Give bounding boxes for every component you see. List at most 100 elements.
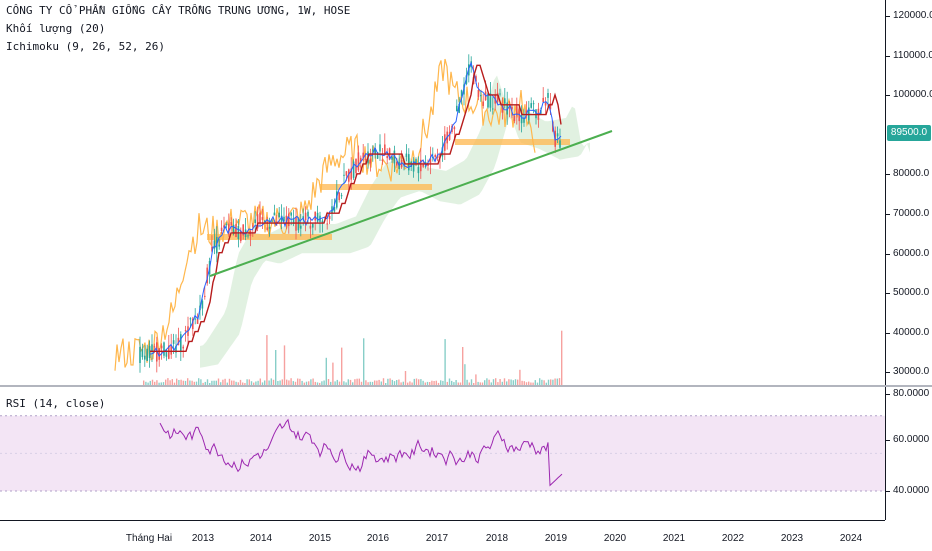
candle-body xyxy=(225,223,228,225)
volume-bar xyxy=(352,382,354,385)
price-chart-pane[interactable]: CÔNG TY CỔ PHẦN GIỐNG CÂY TRỒNG TRUNG ƯƠ… xyxy=(0,0,885,385)
candle-body xyxy=(302,216,304,219)
volume-bar xyxy=(226,382,228,385)
volume-bar xyxy=(528,381,530,385)
volume-bar xyxy=(283,345,286,385)
volume-bar xyxy=(534,380,536,385)
volume-bar xyxy=(543,380,545,385)
candle-body xyxy=(220,227,223,231)
candle-body xyxy=(408,154,410,171)
price-scale[interactable]: 120000.0 110000.0 100000.0 89500.0 80000… xyxy=(885,0,932,385)
volume-bar xyxy=(272,379,275,385)
pane-divider[interactable] xyxy=(0,385,932,387)
volume-bar xyxy=(279,380,281,385)
volume-bar xyxy=(275,350,277,385)
volume-bar xyxy=(431,380,433,385)
volume-bar xyxy=(246,379,248,385)
candle-body xyxy=(240,230,242,242)
volume-bar xyxy=(235,381,237,385)
volume-bar xyxy=(147,382,149,385)
price-chart-canvas[interactable] xyxy=(0,0,885,385)
candle-body xyxy=(501,105,504,113)
time-label: 2023 xyxy=(780,533,804,544)
candle-body xyxy=(218,244,220,247)
time-label: 2015 xyxy=(308,533,332,544)
volume-bar xyxy=(503,378,506,385)
volume-bar xyxy=(325,357,327,385)
candle-body xyxy=(381,159,384,161)
volume-bar xyxy=(305,381,308,385)
candle-body xyxy=(196,318,199,324)
candle-body xyxy=(417,167,420,174)
candle-body xyxy=(165,349,168,357)
volume-bar xyxy=(413,378,415,385)
candle-body xyxy=(184,330,187,332)
candle-body xyxy=(144,355,146,360)
candle-body xyxy=(458,103,460,113)
volume-bar xyxy=(374,380,376,385)
candle-body xyxy=(316,212,319,222)
rsi-scale[interactable]: 80.0000 60.0000 40.0000 xyxy=(885,387,932,520)
volume-bar xyxy=(541,379,543,385)
volume-bar xyxy=(165,379,167,385)
candle-body xyxy=(556,133,559,137)
volume-bar xyxy=(393,381,396,385)
rsi-legend[interactable]: RSI (14, close) xyxy=(6,397,106,410)
candle-body xyxy=(201,300,204,309)
candle-body xyxy=(357,152,360,171)
candle-body xyxy=(283,216,285,222)
volume-bar xyxy=(508,379,510,385)
volume-bar xyxy=(363,338,365,385)
volume-bar xyxy=(525,382,528,385)
candle-body xyxy=(213,240,216,249)
candle-body xyxy=(441,147,444,157)
candle-body xyxy=(285,215,288,223)
candle-body xyxy=(170,345,172,355)
price-tick: 50000.0 xyxy=(885,287,930,298)
rsi-pane[interactable]: RSI (14, close) xyxy=(0,387,885,520)
volume-bar xyxy=(550,379,552,385)
candle-body xyxy=(297,218,300,231)
candle-body xyxy=(151,344,153,352)
symbol-legend[interactable]: CÔNG TY CỔ PHẦN GIỐNG CÂY TRỒNG TRUNG ƯƠ… xyxy=(6,4,351,17)
volume-bar xyxy=(506,381,508,385)
volume-bar xyxy=(160,382,162,385)
candle-body xyxy=(189,318,192,320)
volume-bar xyxy=(184,380,187,385)
volume-bar xyxy=(215,380,217,385)
volume-bar xyxy=(169,380,171,385)
candle-body xyxy=(292,218,295,224)
volume-bar xyxy=(178,380,180,385)
time-axis[interactable]: Tháng Hai 2013 2014 2015 2016 2017 2018 … xyxy=(0,520,885,551)
support-zone xyxy=(455,139,570,145)
volume-bar xyxy=(396,380,398,385)
rsi-canvas[interactable] xyxy=(0,387,885,520)
volume-bar xyxy=(429,382,431,385)
volume-legend[interactable]: Khối lượng (20) xyxy=(6,22,106,35)
volume-bar xyxy=(556,378,558,385)
volume-bar xyxy=(290,378,292,385)
volume-bar xyxy=(220,382,222,385)
volume-bar xyxy=(369,381,371,385)
candle-body xyxy=(148,346,151,358)
volume-bar xyxy=(189,380,191,385)
candle-body xyxy=(348,169,350,182)
candle-body xyxy=(487,93,489,108)
volume-bar xyxy=(358,378,360,385)
candle-body xyxy=(300,225,302,229)
volume-bar xyxy=(303,382,305,385)
volume-bar xyxy=(143,380,145,385)
candle-body xyxy=(139,346,141,363)
candle-body xyxy=(396,161,398,166)
volume-bar xyxy=(204,381,206,385)
support-zone xyxy=(320,184,432,190)
candle-body xyxy=(513,115,516,122)
lagging-span-line xyxy=(114,58,536,371)
volume-bar xyxy=(391,379,393,385)
candle-body xyxy=(271,220,273,222)
volume-bar xyxy=(281,379,283,385)
ichimoku-legend[interactable]: Ichimoku (9, 26, 52, 26) xyxy=(6,40,165,53)
candle-body xyxy=(448,131,451,140)
time-label: 2018 xyxy=(485,533,509,544)
candle-body xyxy=(520,115,523,124)
